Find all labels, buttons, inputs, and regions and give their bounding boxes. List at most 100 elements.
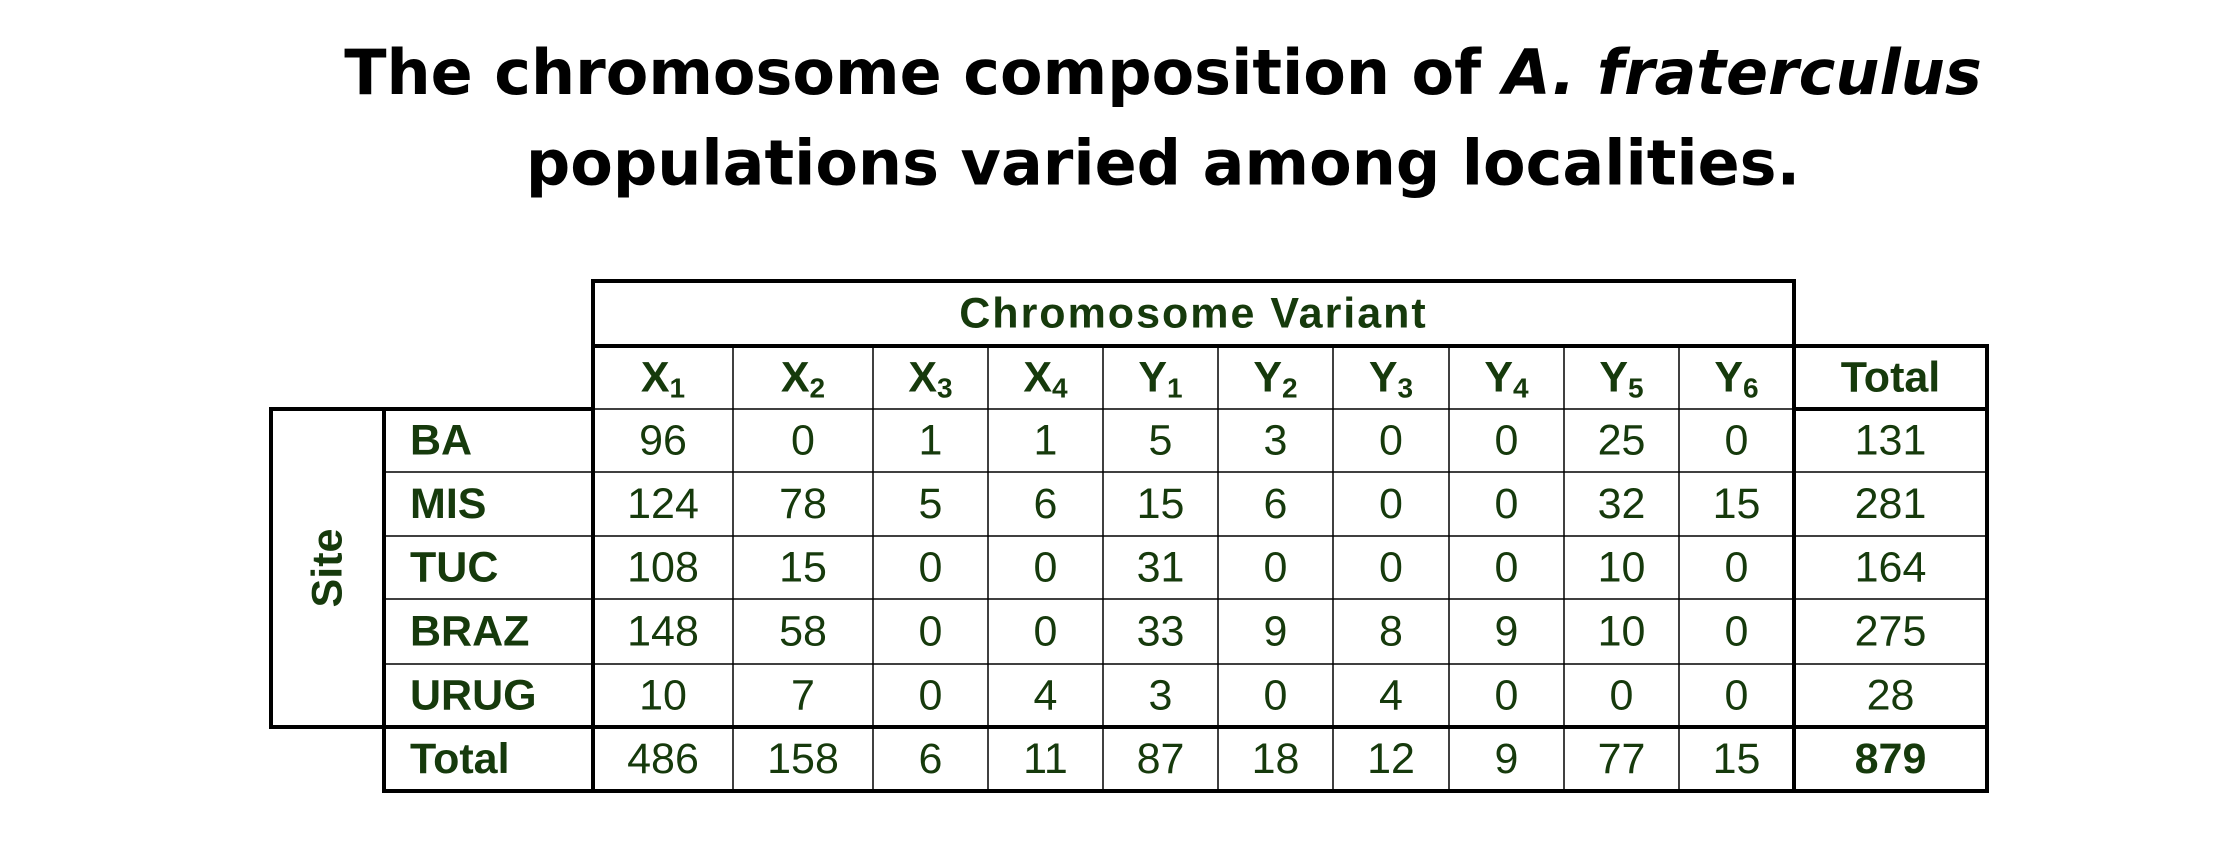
cell-value: 1	[1034, 417, 1058, 465]
cell-value: 6	[1264, 480, 1288, 528]
cell-value: 0	[919, 672, 943, 720]
cell-value: 87	[1137, 735, 1185, 783]
cell-value: 9	[1264, 608, 1288, 656]
column-subscript: 6	[1743, 372, 1759, 403]
row-total: 131	[1855, 417, 1927, 465]
column-header: X3	[908, 354, 952, 404]
column-header: Y5	[1599, 354, 1643, 404]
column-header: X4	[1023, 354, 1068, 404]
column-letter: X	[908, 354, 937, 402]
column-header: Y2	[1253, 354, 1297, 404]
cell-value: 0	[1610, 672, 1634, 720]
table-frame	[1792, 344, 1989, 411]
cell-value: 0	[1495, 672, 1519, 720]
cell-value: 6	[919, 735, 943, 783]
cell-value: 0	[1379, 480, 1403, 528]
column-header: Y1	[1138, 354, 1182, 404]
column-header: Y3	[1369, 354, 1413, 404]
cell-value: 7	[791, 672, 815, 720]
cell-value: 0	[1725, 672, 1749, 720]
cell-value: 15	[1137, 480, 1185, 528]
cell-value: 0	[1495, 480, 1519, 528]
cell-value: 148	[627, 608, 699, 656]
row-total: 281	[1855, 480, 1927, 528]
row-label: BA	[410, 417, 472, 465]
row-label: Total	[410, 735, 510, 783]
table-frame	[382, 725, 1989, 793]
row-total: 164	[1855, 544, 1927, 592]
row-total: 275	[1855, 608, 1927, 656]
title-italic: A. fraterculus	[1498, 36, 1982, 109]
column-letter: X	[781, 354, 810, 402]
row-total: 879	[1855, 735, 1927, 783]
cell-value: 1	[919, 417, 943, 465]
cell-value: 78	[779, 480, 827, 528]
cell-value: 9	[1495, 735, 1519, 783]
group-header: Chromosome Variant	[959, 290, 1428, 338]
side-header: Site	[304, 529, 352, 608]
cell-value: 10	[639, 672, 687, 720]
cell-value: 0	[1495, 544, 1519, 592]
column-letter: Y	[1714, 354, 1743, 402]
row-label: URUG	[410, 672, 537, 720]
cell-value: 124	[627, 480, 699, 528]
column-subscript: 1	[1167, 372, 1183, 403]
cell-value: 0	[1379, 417, 1403, 465]
column-subscript: 2	[810, 372, 826, 403]
cell-value: 77	[1598, 735, 1646, 783]
cell-value: 33	[1137, 608, 1185, 656]
cell-value: 10	[1598, 608, 1646, 656]
cell-value: 0	[1725, 544, 1749, 592]
column-subscript: 2	[1282, 372, 1298, 403]
cell-value: 4	[1034, 672, 1058, 720]
cell-value: 108	[627, 544, 699, 592]
column-letter: X	[641, 354, 670, 402]
column-subscript: 3	[937, 372, 953, 403]
cell-value: 0	[1034, 544, 1058, 592]
cell-value: 8	[1379, 608, 1403, 656]
column-letter: Y	[1369, 354, 1398, 402]
cell-value: 0	[1034, 608, 1058, 656]
table-frame	[382, 407, 595, 793]
column-subscript: 4	[1052, 372, 1068, 403]
row-label: MIS	[410, 480, 486, 528]
cell-value: 0	[1264, 544, 1288, 592]
column-header: X2	[781, 354, 825, 404]
row-total: 28	[1867, 672, 1915, 720]
cell-value: 58	[779, 608, 827, 656]
cell-value: 12	[1367, 735, 1415, 783]
cell-value: 5	[1149, 417, 1173, 465]
title-line1: The chromosome composition of A. fraterc…	[344, 36, 1982, 109]
column-header: X1	[641, 354, 685, 404]
cell-value: 486	[627, 735, 699, 783]
title-start: The chromosome composition of	[344, 36, 1482, 109]
column-subscript: 3	[1398, 372, 1414, 403]
cell-value: 0	[1725, 608, 1749, 656]
row-label: TUC	[410, 544, 498, 592]
cell-value: 0	[919, 608, 943, 656]
cell-value: 11	[1023, 735, 1068, 783]
cell-value: 0	[791, 417, 815, 465]
column-letter: Y	[1484, 354, 1513, 402]
column-letter: Y	[1599, 354, 1628, 402]
column-letter: Y	[1253, 354, 1282, 402]
column-header: Y4	[1484, 354, 1529, 404]
column-subscript: 4	[1513, 372, 1529, 403]
column-subscript: 1	[670, 372, 686, 403]
title-line2: populations varied among localities.	[526, 127, 1800, 200]
cell-value: 158	[767, 735, 839, 783]
row-label: BRAZ	[410, 608, 529, 656]
cell-value: 96	[639, 417, 687, 465]
cell-value: 0	[919, 544, 943, 592]
cell-value: 10	[1598, 544, 1646, 592]
cell-value: 4	[1379, 672, 1403, 720]
column-subscript: 5	[1628, 372, 1644, 403]
total-header: Total	[1841, 354, 1941, 402]
cell-value: 31	[1137, 544, 1185, 592]
cell-value: 32	[1598, 480, 1646, 528]
column-header: Y6	[1714, 354, 1758, 404]
cell-value: 0	[1725, 417, 1749, 465]
column-letter: X	[1023, 354, 1052, 402]
